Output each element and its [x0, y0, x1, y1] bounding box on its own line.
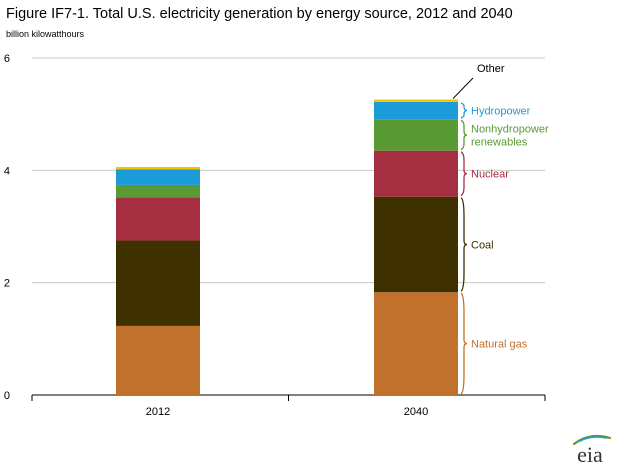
annotation-bracket	[460, 102, 468, 119]
bar-segment-other-2012	[116, 166, 200, 170]
annotation-bracket	[460, 151, 468, 197]
y-tick-label: 4	[4, 165, 10, 177]
y-axis-unit-label: billion kilowatthours	[6, 29, 85, 39]
bar-segment-natural-gas-2012	[116, 325, 200, 395]
eia-logo: eia	[572, 434, 612, 467]
bar-segment-hydropower-2040	[374, 101, 458, 120]
x-tick-label: 2040	[404, 406, 428, 418]
bar-segment-nonhydropower-renewables-2040	[374, 119, 458, 151]
annotation-label: Coal	[471, 239, 494, 251]
annotation-label: Natural gas	[471, 339, 528, 351]
annotation-label-other: Other	[477, 63, 505, 75]
annotation-label: renewables	[471, 136, 528, 148]
other-leader-line	[452, 77, 474, 99]
bar-segment-nuclear-2012	[116, 197, 200, 241]
annotation-bracket	[460, 197, 468, 292]
bar-segment-nuclear-2040	[374, 150, 458, 197]
bar-segment-hydropower-2012	[116, 169, 200, 185]
x-tick-label: 2012	[146, 406, 170, 418]
annotation-label: Nonhydropower	[471, 123, 549, 135]
eia-logo-text: eia	[577, 442, 603, 467]
bar-segment-natural-gas-2040	[374, 292, 458, 395]
bar-segment-other-2040	[374, 99, 458, 102]
eia-logo-arc	[572, 434, 612, 446]
annotation-label: Hydropower	[471, 106, 531, 118]
bar-segment-nonhydropower-renewables-2012	[116, 184, 200, 198]
bar-segment-coal-2012	[116, 240, 200, 326]
y-tick-label: 2	[4, 278, 10, 290]
y-tick-label: 6	[4, 53, 10, 65]
annotation-bracket	[460, 119, 468, 151]
y-tick-label: 0	[4, 390, 10, 402]
annotation-bracket	[460, 292, 468, 395]
annotation-label: Nuclear	[471, 169, 509, 181]
chart-title: Figure IF7-1. Total U.S. electricity gen…	[6, 6, 513, 22]
bar-segment-coal-2040	[374, 196, 458, 293]
